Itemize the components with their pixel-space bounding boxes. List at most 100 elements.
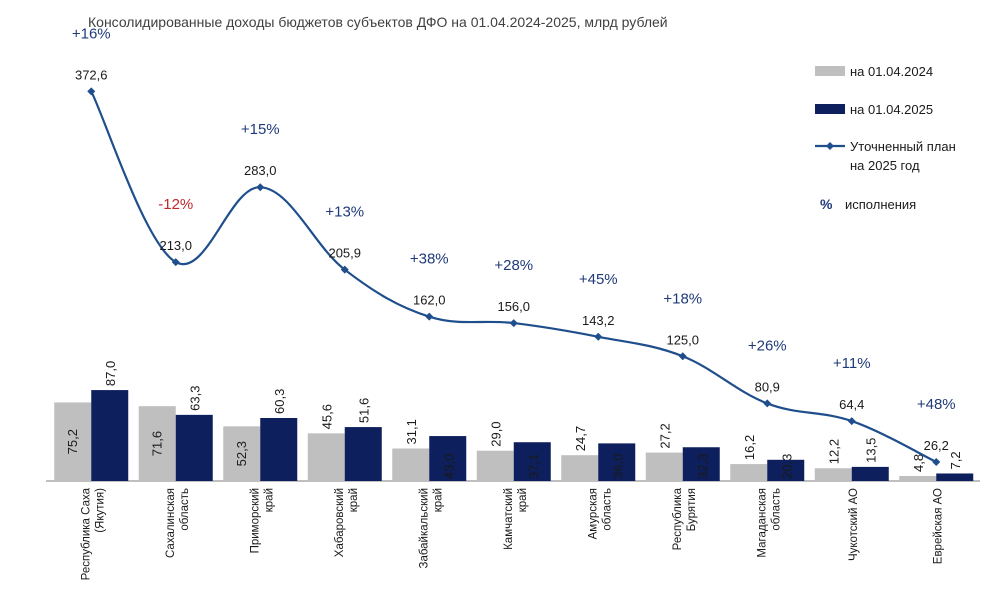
percent-label: +16% <box>72 25 111 42</box>
category-label: Магаданская <box>756 488 768 558</box>
data-label-2025: 43,0 <box>441 454 456 479</box>
data-label-2025: 63,3 <box>188 386 203 411</box>
data-label-2024: 16,2 <box>742 435 757 460</box>
legend-label-plan: на 2025 год <box>850 158 920 173</box>
bar-2024 <box>814 468 852 481</box>
plan-value-label: 213,0 <box>159 238 192 253</box>
legend-marker-plan <box>826 142 834 150</box>
category-label: Еврейская АО <box>932 488 944 564</box>
legend-percent-text: исполнения <box>845 197 916 212</box>
category-label: Бурятия <box>686 488 698 531</box>
bar-2024 <box>561 455 599 481</box>
plan-marker <box>171 258 180 267</box>
data-label-2024: 75,2 <box>65 429 80 454</box>
plan-value-label: 372,6 <box>75 67 108 82</box>
legend-swatch-2024 <box>815 66 845 76</box>
bar-2025 <box>851 466 889 481</box>
data-label-2024: 29,0 <box>489 421 504 446</box>
category-label: Республика <box>672 487 684 550</box>
category-label: Амурская <box>587 488 599 539</box>
plan-value-label: 156,0 <box>497 299 530 314</box>
plan-marker <box>763 399 772 408</box>
legend-label-2024: на 01.04.2024 <box>850 64 933 79</box>
bar-2024 <box>730 464 768 481</box>
bar-2025 <box>344 427 382 481</box>
data-label-2025: 13,5 <box>864 438 879 463</box>
category-label: край <box>517 488 529 512</box>
legend-percent-symbol: % <box>820 196 833 212</box>
plan-marker <box>509 319 518 328</box>
plan-value-label: 64,4 <box>839 397 864 412</box>
bar-2024 <box>223 426 261 481</box>
plan-value-label: 283,0 <box>244 163 277 178</box>
bar-2025 <box>598 443 636 481</box>
data-label-2025: 51,6 <box>357 398 372 423</box>
chart-title: Консолидированные доходы бюджетов субъек… <box>88 14 668 30</box>
data-label-2025: 36,0 <box>610 454 625 479</box>
category-label: область <box>601 488 613 531</box>
data-label-2025: 37,1 <box>526 454 541 479</box>
bar-2025 <box>260 417 298 481</box>
plan-value-label: 80,9 <box>755 379 780 394</box>
category-label: Республика Саха <box>80 487 92 580</box>
plan-line <box>90 90 937 463</box>
data-label-2024: 31,1 <box>404 419 419 444</box>
plan-value-label: 205,9 <box>328 246 361 261</box>
category-label: край <box>348 488 360 512</box>
percent-label: +48% <box>917 396 956 413</box>
bar-2025 <box>936 473 974 481</box>
plan-marker <box>678 352 687 361</box>
data-label-2024: 27,2 <box>658 423 673 448</box>
category-label: Приморский <box>249 488 261 553</box>
bar-2025 <box>429 436 467 481</box>
bar-2024 <box>138 406 176 481</box>
plan-marker <box>340 265 349 274</box>
percent-label: +13% <box>325 204 364 221</box>
category-label: (Якутия) <box>94 488 106 533</box>
bar-2024 <box>899 475 937 481</box>
bar-2024 <box>54 402 92 481</box>
bar-2025 <box>91 390 129 481</box>
plan-marker <box>425 312 434 321</box>
data-label-2024: 24,7 <box>573 426 588 451</box>
bar-2024 <box>307 433 345 481</box>
percent-label: +45% <box>579 271 618 288</box>
data-label-2024: 52,3 <box>234 441 249 466</box>
plan-value-label: 125,0 <box>666 332 699 347</box>
bar-2025 <box>767 459 805 481</box>
percent-label: +28% <box>494 257 533 274</box>
category-label: Чукотский АО <box>848 488 860 561</box>
plan-marker <box>256 183 265 192</box>
category-label: край <box>263 488 275 512</box>
percent-label: +11% <box>833 355 871 372</box>
plan-marker <box>847 417 856 426</box>
legend-label-plan: Уточненный план <box>850 139 956 154</box>
plan-marker <box>87 87 96 96</box>
plan-marker <box>932 457 941 466</box>
category-label: Сахалинская <box>165 488 177 558</box>
data-label-2025: 87,0 <box>103 361 118 386</box>
data-label-2025: 32,3 <box>695 454 710 479</box>
category-label: область <box>179 488 191 531</box>
legend-label-2025: на 01.04.2025 <box>850 102 933 117</box>
bar-2024 <box>392 448 430 481</box>
data-label-2024: 45,6 <box>320 404 335 429</box>
percent-label: +26% <box>748 337 787 354</box>
plan-value-label: 143,2 <box>582 313 615 328</box>
legend-swatch-2025 <box>815 104 845 114</box>
data-label-2024: 4,8 <box>911 454 926 472</box>
bar-2025 <box>682 447 720 481</box>
data-label-2024: 12,2 <box>827 439 842 464</box>
plan-value-label: 162,0 <box>413 293 446 308</box>
percent-label: +15% <box>241 121 280 138</box>
data-label-2025: 7,2 <box>948 451 963 469</box>
percent-label: +18% <box>663 290 702 307</box>
category-label: Камчатский <box>503 488 515 550</box>
bar-2024 <box>645 452 683 481</box>
bar-2025 <box>175 414 213 481</box>
data-label-2025: 20,3 <box>779 454 794 479</box>
category-label: край <box>432 488 444 512</box>
bar-2025 <box>513 442 551 481</box>
plan-marker <box>594 332 603 341</box>
